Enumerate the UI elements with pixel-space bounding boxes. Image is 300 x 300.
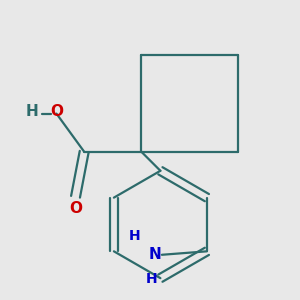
Text: H: H	[128, 229, 140, 243]
Text: O: O	[50, 104, 63, 119]
Text: H: H	[26, 104, 39, 119]
Text: N: N	[148, 247, 161, 262]
Text: H: H	[146, 272, 157, 286]
Text: O: O	[69, 201, 82, 216]
